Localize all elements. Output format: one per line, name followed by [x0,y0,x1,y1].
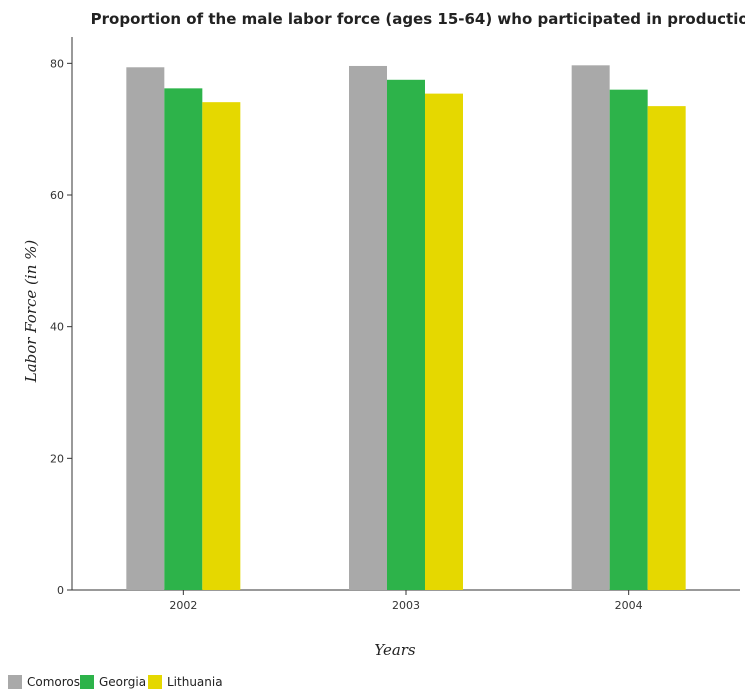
x-tick-label: 2003 [392,599,420,612]
x-tick-label: 2004 [615,599,643,612]
bar-lithuania-2002 [202,102,241,591]
chart-title: Proportion of the male labor force (ages… [91,10,745,28]
y-tick-label: 60 [50,189,64,202]
bar-georgia-2004 [609,89,648,591]
x-tick-label: 2002 [169,599,197,612]
y-tick-label: 40 [50,321,64,334]
plot-area: 0 20 40 60 80 2002 2003 2004 [50,37,740,612]
legend: Comoros Georgia Lithuania [8,675,223,689]
legend-swatch-lithuania [148,675,162,689]
y-tick-label: 80 [50,57,64,70]
y-tick-label: 20 [50,452,64,465]
bar-georgia-2002 [164,88,203,590]
legend-label-lithuania: Lithuania [167,675,223,689]
bar-georgia-2003 [387,79,425,591]
y-tick-label: 0 [57,584,64,597]
bar-comoros-2004 [571,65,610,590]
bar-comoros-2002 [126,67,165,591]
bar-lithuania-2003 [425,93,463,590]
legend-swatch-comoros [8,675,22,689]
legend-label-comoros: Comoros [27,675,80,689]
legend-label-georgia: Georgia [99,675,146,689]
x-axis-label: Years [374,641,416,659]
y-axis-label: Labor Force (in %) [22,240,40,384]
legend-swatch-georgia [80,675,94,689]
bar-lithuania-2004 [647,106,686,590]
bar-comoros-2003 [349,65,387,590]
